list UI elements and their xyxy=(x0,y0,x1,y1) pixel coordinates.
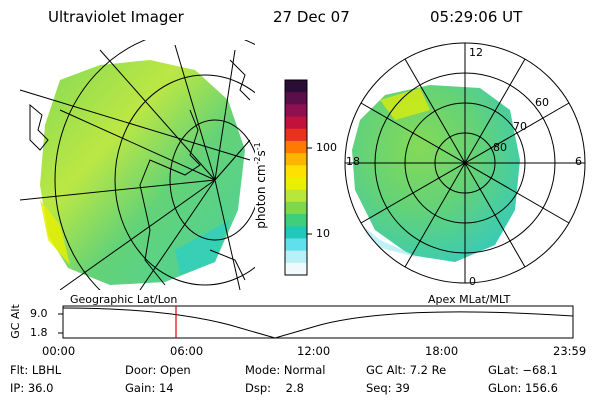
colorbar-segment xyxy=(285,189,307,203)
polar-label-left: 18 xyxy=(346,155,360,168)
polar-label-bottom: 0 xyxy=(469,275,476,288)
timeline-ylabel: GC Alt xyxy=(8,304,22,339)
colorbar-segment xyxy=(285,140,307,154)
colorbar-segment xyxy=(285,238,307,252)
timeline-xtick-2359: 23:59 xyxy=(553,344,587,358)
polar-label-right: 6 xyxy=(575,155,582,168)
polar-lat-60: 60 xyxy=(535,96,549,109)
timeline-xtick-1200: 12:00 xyxy=(297,344,331,358)
colorbar-segment xyxy=(285,92,307,105)
colorbar-segment xyxy=(285,262,307,276)
colorbar-tick-100: 100 xyxy=(316,141,337,154)
colorbar-segment xyxy=(285,226,307,239)
colorbar-segment xyxy=(285,201,307,215)
colorbar-segment xyxy=(285,128,307,142)
gc-alt-info: GC Alt: 7.2 Re xyxy=(366,363,447,377)
polar-label-top: 12 xyxy=(469,46,483,59)
apex-panel-label: Apex MLat/MLT xyxy=(428,293,511,306)
filter-info: Flt: LBHL xyxy=(10,363,62,377)
colorbar-tick-10: 10 xyxy=(316,227,330,240)
colorbar-segment xyxy=(285,165,307,178)
colorbar-segment xyxy=(285,214,307,227)
colorbar-segment xyxy=(285,104,307,118)
glon-info: GLon: 156.6 xyxy=(488,381,558,395)
colorbar-segment xyxy=(285,80,307,93)
dsp-info: Dsp: 2.8 xyxy=(245,381,304,395)
glat-info: GLat: −68.1 xyxy=(488,363,558,377)
timeline-xtick-0600: 06:00 xyxy=(170,344,204,358)
timeline-ytick-9: 9.0 xyxy=(30,307,48,320)
door-info: Door: Open xyxy=(125,363,191,377)
colorbar-segment xyxy=(285,177,307,191)
timeline-xtick-0000: 00:00 xyxy=(42,344,76,358)
colorbar-segment xyxy=(285,250,307,264)
app-title: Ultraviolet Imager xyxy=(48,8,184,26)
gain-info: Gain: 14 xyxy=(125,381,174,395)
ip-info: IP: 36.0 xyxy=(10,381,54,395)
polar-lat-80: 80 xyxy=(493,141,507,154)
polar-lat-70: 70 xyxy=(513,120,527,133)
timeline-xtick-1800: 18:00 xyxy=(425,344,459,358)
time-label: 05:29:06 UT xyxy=(430,8,523,26)
geographic-panel-label: Geographic Lat/Lon xyxy=(70,293,178,306)
seq-info: Seq: 39 xyxy=(366,381,410,395)
timeline-ytick-1-8: 1.8 xyxy=(30,326,48,339)
left-auroral-blob xyxy=(40,60,245,285)
date-label: 27 Dec 07 xyxy=(273,8,350,26)
mode-info: Mode: Normal xyxy=(245,363,326,377)
colorbar-segment xyxy=(285,116,307,130)
colorbar-segment xyxy=(285,153,307,166)
